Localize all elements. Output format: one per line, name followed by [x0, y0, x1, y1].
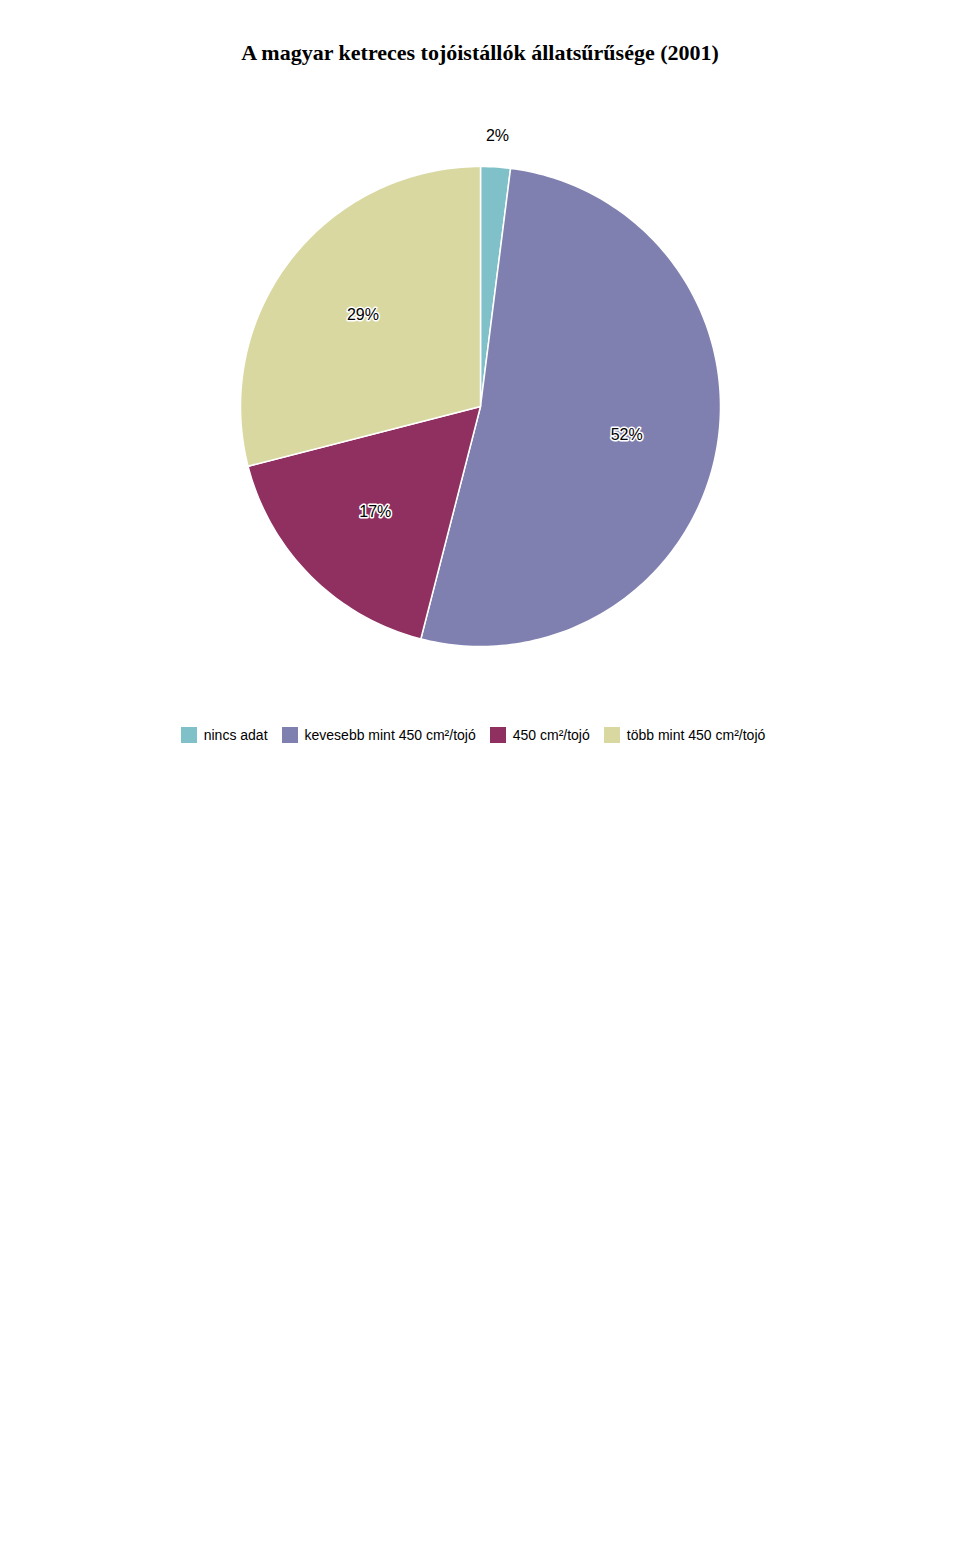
svg-text:52%: 52%: [611, 426, 643, 443]
html-text:A magyar ketreces tojóistállók: A magyar ketreces tojóistállók állatsűrű…: [241, 40, 719, 65]
svg-text:2%: 2%: [486, 127, 509, 144]
html-text:450 cm²/tojó: 450 cm²/tojó: [512, 726, 590, 743]
html-text:kevesebb mint 450 cm²/tojó: kevesebb mint 450 cm²/tojó: [304, 726, 476, 743]
svg-text:29%: 29%: [347, 306, 379, 323]
html-text:nincs adat: nincs adat: [203, 726, 268, 743]
svg-text:17%: 17%: [359, 503, 391, 520]
html-text:több mint 450 cm²/tojó: több mint 450 cm²/tojó: [626, 726, 766, 743]
